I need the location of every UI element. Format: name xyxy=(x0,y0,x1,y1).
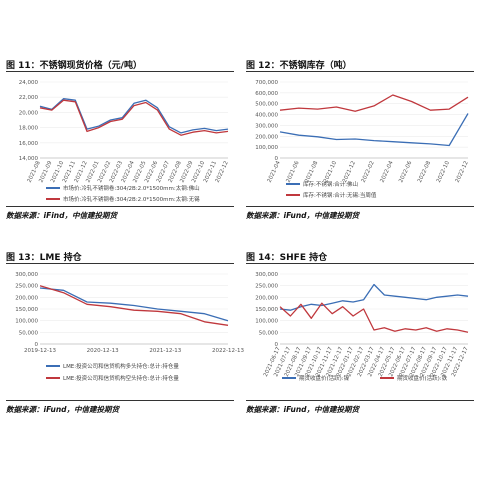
y-tick-label: 50,000 xyxy=(19,330,39,336)
x-tick-label: 2022-02 xyxy=(361,160,376,183)
y-tick-label: 24,000 xyxy=(19,80,39,86)
series-line xyxy=(279,94,469,112)
y-tick-label: 700,000 xyxy=(255,80,278,86)
y-tick-label: 100,000 xyxy=(255,145,278,151)
legend-label: 市场价:冷轧不锈钢卷:304/2B:2.0*1500mm:太钢:无锡 xyxy=(63,195,200,203)
series-line xyxy=(39,287,229,322)
series-line xyxy=(39,98,229,134)
series-line xyxy=(39,285,229,326)
y-tick-label: 200,000 xyxy=(255,295,278,301)
x-tick-label: 2021-04 xyxy=(267,160,282,184)
x-tick-label: 2022-12-13 xyxy=(212,348,244,354)
x-tick-label: 2022-08 xyxy=(417,160,432,184)
chart-title: 图 11：不锈钢现货价格（元/吨） xyxy=(6,61,142,71)
series-line xyxy=(279,302,469,333)
y-tick-label: 300,000 xyxy=(255,272,278,278)
y-tick-label: 22,000 xyxy=(19,95,39,101)
series-line xyxy=(39,99,229,136)
title-rule xyxy=(6,71,234,72)
chart-source: 数据来源：iFund，中信建投期货 xyxy=(6,405,120,414)
x-tick-label: 2021-06 xyxy=(285,160,300,184)
x-tick-label: 2019-12-13 xyxy=(24,348,56,354)
y-tick-label: 50,000 xyxy=(259,330,279,336)
chart-title: 图 13：LME 持仓 xyxy=(6,253,82,263)
x-tick-label: 2021-08 xyxy=(304,160,319,184)
shfe-position-chart: 300,000 250,000 200,000 150,000 100,000 50,00… xyxy=(255,272,470,382)
x-tick-label: 2021-12-13 xyxy=(149,348,181,354)
y-tick-label: 300,000 xyxy=(15,272,38,278)
y-tick-label: 400,000 xyxy=(255,113,278,119)
title-rule xyxy=(6,263,234,264)
y-tick-label: 600,000 xyxy=(255,91,278,97)
chart-source: 数据来源：iFund，中信建投期货 xyxy=(246,211,360,220)
y-tick-label: 18,000 xyxy=(19,126,39,132)
x-tick-label: 2021-12 xyxy=(342,160,357,183)
x-tick-label: 2021-10 xyxy=(323,160,338,184)
y-tick-label: 0 xyxy=(275,156,279,162)
series-line xyxy=(279,113,469,147)
source-rule xyxy=(6,400,234,401)
title-rule xyxy=(246,263,474,264)
legend-label: 市场价:冷轧不锈钢卷:304/2B:2.0*1500mm:太钢:佛山 xyxy=(63,184,200,192)
legend-label: LME:投资公司和信贷机构多头持仓:总计:持仓量 xyxy=(63,362,179,370)
source-rule xyxy=(6,206,234,207)
x-tick-label: 2022-12 xyxy=(455,160,470,183)
y-tick-label: 150,000 xyxy=(255,307,278,313)
chart-title: 图 14：SHFE 持仓 xyxy=(246,253,328,263)
y-tick-label: 150,000 xyxy=(15,307,38,313)
x-tick-label: 2022-10 xyxy=(436,160,451,184)
y-tick-label: 14,000 xyxy=(19,156,39,162)
y-tick-label: 300,000 xyxy=(255,123,278,129)
y-tick-label: 250,000 xyxy=(15,284,38,290)
chart-source: 数据来源：iFind，中信建投期货 xyxy=(6,211,117,220)
chart-title: 图 12：不锈钢库存（吨） xyxy=(246,61,352,71)
source-rule xyxy=(246,400,474,401)
y-tick-label: 100,000 xyxy=(15,319,38,325)
legend-label: LME:投资公司和信贷机构空头持仓:总计:持仓量 xyxy=(63,374,179,382)
y-tick-label: 500,000 xyxy=(255,102,278,108)
lme-position-chart: 300,000 250,000 200,000 150,000 100,000 50,00… xyxy=(15,272,244,382)
title-rule xyxy=(246,71,474,72)
y-tick-label: 0 xyxy=(35,342,39,348)
legend-label: 期货收盘价(活跃):镍 xyxy=(299,374,350,382)
y-tick-label: 16,000 xyxy=(19,141,39,147)
legend-label: 期货收盘价(活跃):铁 xyxy=(397,374,448,382)
chart-source: 数据来源：iFund，中信建投期货 xyxy=(246,405,360,414)
y-tick-label: 20,000 xyxy=(19,110,39,116)
legend-label: 库存:不锈钢:合计:佛山 xyxy=(303,180,358,188)
x-tick-label: 2022-06 xyxy=(398,160,413,184)
series-line xyxy=(279,283,469,311)
spot-price-chart: 24,00022,00020,00018,00016,00014,0002021… xyxy=(19,80,230,203)
y-tick-label: 200,000 xyxy=(15,295,38,301)
x-tick-label: 2020-12-13 xyxy=(87,348,119,354)
y-tick-label: 200,000 xyxy=(255,134,278,140)
legend-label: 库存:不锈钢:合计:无锡:当周值 xyxy=(303,191,377,199)
y-tick-label: 100,000 xyxy=(255,319,278,325)
y-tick-label: 0 xyxy=(275,342,279,348)
x-tick-label: 2022-04 xyxy=(379,160,394,184)
y-tick-label: 250,000 xyxy=(255,284,278,290)
source-rule xyxy=(246,206,474,207)
inventory-chart: 700,000 600,000 500,000 400,000 300,000 200,0… xyxy=(255,80,470,199)
